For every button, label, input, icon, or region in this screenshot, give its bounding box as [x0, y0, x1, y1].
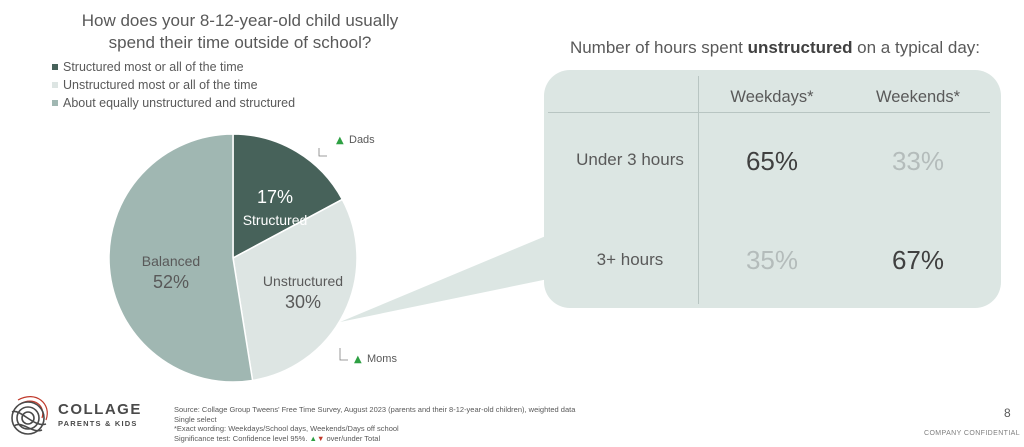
significance-up-icon: ▲ — [354, 354, 362, 365]
significance-up-icon: ▲ — [336, 135, 344, 146]
logo-wordmark: COLLAGE — [58, 401, 142, 418]
source-line: *Exact wording: Weekdays/School days, We… — [174, 424, 399, 434]
row-label-under-3: Under 3 hours — [576, 150, 684, 169]
hours-table-title: Number of hours spent unstructured on a … — [540, 38, 1010, 58]
legend-label: About equally unstructured and structure… — [63, 96, 296, 110]
legend-swatch — [52, 82, 58, 88]
legend-item-structured: Structured most or all of the time — [52, 58, 295, 76]
hours-title-bold: unstructured — [747, 38, 853, 57]
cell-under3-weekends: 33% — [891, 146, 945, 176]
cell-3plus-weekdays: 35% — [745, 245, 799, 275]
legend-swatch — [52, 100, 58, 106]
pie-slice-value-label: 52% — [153, 272, 189, 292]
legend-swatch — [52, 64, 58, 70]
confidential-label: COMPANY CONFIDENTIAL — [924, 430, 1021, 437]
hours-title-pre: Number of hours spent — [569, 38, 748, 57]
pie-slice-balanced — [108, 133, 254, 383]
sig-suffix: over/under Total — [324, 433, 381, 443]
collage-logo-icon — [11, 396, 48, 435]
pie-slice-value-label: 17% — [257, 187, 293, 207]
legend-label: Structured most or all of the time — [63, 60, 244, 74]
table-column-divider — [698, 76, 699, 304]
source-line: Single select — [174, 414, 217, 424]
chart-question: How does your 8-12-year-old child usuall… — [60, 10, 420, 54]
source-line: Source: Collage Group Tweens' Free Time … — [174, 405, 576, 414]
cell-under3-weekdays: 65% — [745, 146, 799, 176]
hours-table-box — [544, 70, 1001, 308]
pie-slice-value-label: 30% — [285, 292, 321, 312]
sig-down-arrow-icon: ▼ — [316, 433, 325, 443]
annotation-label: Dads — [349, 134, 375, 146]
significance-line: Significance test: Confidence level 95%.… — [174, 434, 575, 444]
legend-item-balanced: About equally unstructured and structure… — [52, 94, 295, 112]
source-notes: Source: Collage Group Tweens' Free Time … — [174, 405, 575, 443]
pie-slices — [108, 133, 358, 383]
sig-up-arrow-icon: ▲ — [309, 433, 317, 443]
callout-pointer — [340, 233, 553, 322]
annotation-leader-line — [318, 148, 327, 157]
pie-slice-name-label: Balanced — [142, 253, 200, 269]
pie-slice-name-label: Structured — [243, 212, 308, 228]
row-label-3-plus: 3+ hours — [596, 250, 664, 269]
hours-title-post: on a typical day: — [852, 38, 981, 57]
pie-labels: 17% Structured Unstructured 30% Balanced 52% ▲… — [142, 134, 398, 365]
logo-subtitle: PARENTS & KIDS — [58, 419, 138, 428]
column-header-weekends: Weekends* — [875, 88, 961, 106]
pie-slice-name-label: Unstructured — [263, 273, 343, 289]
page-number: 8 — [1004, 406, 1011, 420]
sig-prefix: Significance test: Confidence level 95%. — [174, 433, 308, 443]
legend-item-unstructured: Unstructured most or all of the time — [52, 76, 295, 94]
legend-label: Unstructured most or all of the time — [63, 78, 258, 92]
legend: Structured most or all of the time Unstr… — [52, 58, 295, 112]
cell-3plus-weekends: 67% — [891, 245, 945, 275]
annotation-label: Moms — [367, 353, 397, 365]
question-line-2: spend their time outside of school? — [108, 33, 372, 52]
pie-slice-structured — [232, 133, 344, 260]
table-header-divider — [548, 112, 990, 113]
annotation-leader-line — [339, 348, 348, 361]
column-header-weekdays: Weekdays* — [730, 88, 814, 106]
pie-slice-unstructured — [232, 198, 358, 382]
question-line-1: How does your 8-12-year-old child usuall… — [81, 11, 399, 30]
